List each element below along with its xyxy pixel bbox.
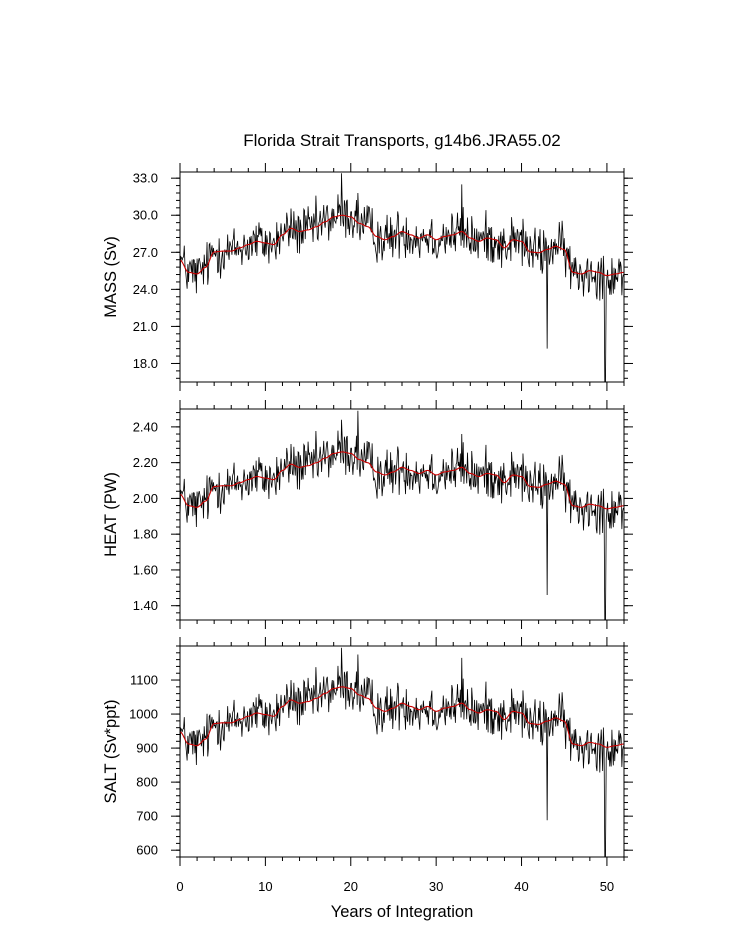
panel-salt: 600 700 800 900 1000 1100 SALT (Sv*ppt) bbox=[102, 637, 633, 866]
mass-plot-frame bbox=[179, 171, 625, 383]
panel-heat: 1.40 1.60 1.80 2.00 2.20 2.40 HEAT (PW) bbox=[102, 400, 633, 629]
heat-plot-frame bbox=[179, 408, 625, 621]
panels-group: 18.0 21.0 24.0 27.0 30.0 33.0 MASS (Sv) 1.40 1.6… bbox=[102, 163, 633, 866]
salt-y-tick-label: 1000 bbox=[129, 707, 158, 722]
x-tick-label: 0 bbox=[176, 879, 183, 894]
x-tick-label: 50 bbox=[600, 879, 614, 894]
heat-y-tick-label: 1.80 bbox=[133, 527, 158, 542]
x-axis-label: Years of Integration bbox=[331, 903, 474, 921]
mass-raw-series-line bbox=[180, 173, 624, 382]
salt-plot-frame bbox=[179, 645, 625, 858]
heat-y-tick-label: 2.00 bbox=[133, 491, 158, 506]
mass-y-axis-label: MASS (Sv) bbox=[102, 236, 120, 318]
panel-mass: 18.0 21.0 24.0 27.0 30.0 33.0 MASS (Sv) bbox=[102, 163, 633, 391]
x-tick-label: 30 bbox=[429, 879, 443, 894]
salt-y-tick-label: 900 bbox=[136, 741, 158, 756]
mass-y-tick-label: 21.0 bbox=[133, 319, 158, 334]
heat-y-axis-label: HEAT (PW) bbox=[102, 472, 120, 557]
salt-y-tick-label: 1100 bbox=[130, 673, 158, 688]
heat-y-tick-label: 1.40 bbox=[133, 598, 158, 613]
mass-y-tick-label: 27.0 bbox=[133, 245, 158, 260]
chart-title: Florida Strait Transports, g14b6.JRA55.0… bbox=[243, 131, 561, 150]
mass-y-tick-label: 33.0 bbox=[133, 171, 158, 186]
salt-y-tick-label: 600 bbox=[136, 843, 158, 858]
salt-smooth-series-line bbox=[180, 686, 624, 748]
mass-smooth-series-line bbox=[180, 214, 624, 277]
salt-y-axis-label: SALT (Sv*ppt) bbox=[102, 700, 120, 804]
mass-y-tick-label: 24.0 bbox=[133, 282, 158, 297]
salt-y-tick-label: 800 bbox=[136, 775, 158, 790]
salt-y-tick-label: 700 bbox=[136, 809, 158, 824]
heat-raw-series-line bbox=[180, 410, 624, 620]
heat-y-tick-label: 1.60 bbox=[133, 562, 158, 577]
salt-raw-series-line bbox=[180, 647, 624, 857]
x-tick-label: 40 bbox=[514, 879, 528, 894]
heat-y-tick-label: 2.40 bbox=[133, 419, 158, 434]
x-tick-label: 20 bbox=[344, 879, 358, 894]
heat-y-tick-label: 2.20 bbox=[133, 455, 158, 470]
heat-smooth-series-line bbox=[180, 451, 624, 510]
mass-y-tick-label: 18.0 bbox=[133, 356, 158, 371]
x-axis: 0 10 20 30 40 50 bbox=[176, 879, 614, 894]
x-tick-label: 10 bbox=[258, 879, 272, 894]
mass-y-tick-label: 30.0 bbox=[133, 208, 158, 223]
